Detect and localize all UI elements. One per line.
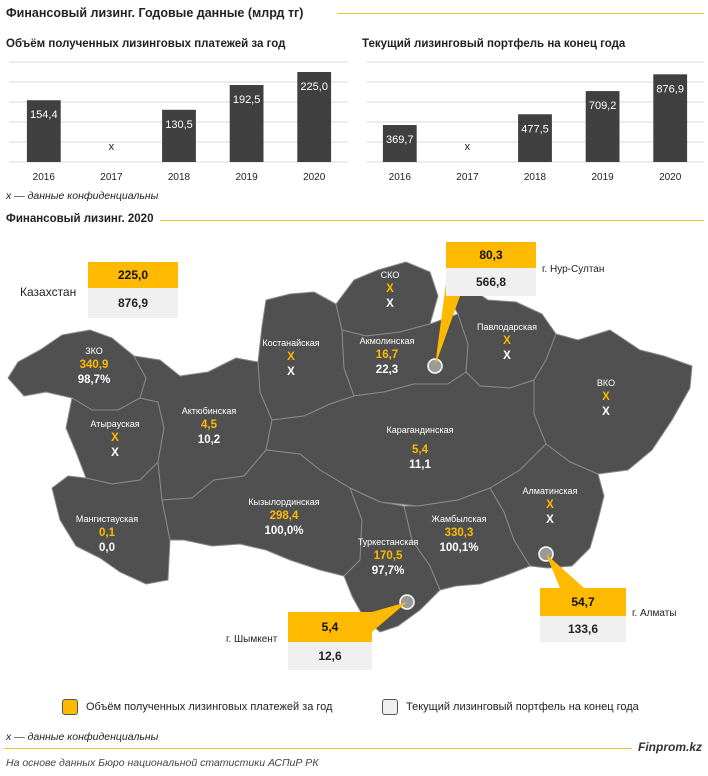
payments-tick-label-2017: 2017 [100,172,123,183]
payments-bar-2019 [229,85,264,162]
source-note: На основе данных Бюро национальной стати… [6,757,319,769]
region-zhambyl [403,487,531,591]
region-label-mangistau: Мангистауская 0,1 0,0 [75,514,139,554]
portfolio-bar-2019 [585,91,620,162]
payments-value-label-2016: 154,4 [30,109,58,121]
legend-portfolio-swatch [382,699,398,715]
portfolio-bar-2018 [518,114,552,162]
region-label-aktobe: Актюбинская 4,5 10,2 [181,406,237,446]
portfolio-value-label-2018: 477,5 [521,123,549,135]
region-label-akmola: Акмолинская 16,7 22,3 [359,336,415,376]
region-label-almaty: Алматинская X X [522,486,578,526]
almaty-label: г. Алматы [632,608,677,619]
region-label-vko: ВКО X X [596,378,616,418]
nursultan-label: г. Нур-Султан [542,264,605,275]
confidential-note-bottom: x — данные конфиденциальны [6,731,159,743]
payments-bar-2016 [26,100,61,162]
almaty-payments-box: 54,7 [540,588,626,616]
kz-portfolio-box: 876,9 [88,288,178,318]
region-label-kostanay: Костанайская X X [262,338,320,378]
nursultan-payments-box: 80,3 [446,242,536,268]
payments-bar-chart: 154,4 2016 x 2017 130,5 2018 192,5 2019 225,0 202… [10,61,348,183]
region-label-kyzylorda: Кызылординская 298,4 100,0% [248,497,320,537]
payments-bar-2018 [162,109,196,162]
payments-bar-2020 [297,72,332,162]
payments-tick-label-2019: 2019 [235,172,258,183]
nursultan-portfolio-box: 566,8 [446,268,536,296]
almaty-portfolio-box: 133,6 [540,616,626,642]
portfolio-value-label-2016: 369,7 [386,134,414,146]
region-label-karaganda: Карагандинская 5,4 11,1 [386,425,454,471]
portfolio-bar-2016 [382,125,417,162]
shymkent-pointer [372,602,407,632]
region-label-sko: СКО X X [380,270,400,310]
portfolio-tick-label-2017: 2017 [456,172,479,183]
portfolio-value-label-2019: 709,2 [589,100,617,112]
legend-portfolio-label: Текущий лизинговый портфель на конец год… [406,701,639,713]
payments-tick-label-2018: 2018 [168,172,191,183]
payments-tick-label-2020: 2020 [303,172,326,183]
region-label-turkestan: Туркестанская 170,5 97,7% [357,537,419,577]
payments-value-label-2020: 225,0 [300,81,328,93]
shymkent-portfolio-box: 12,6 [288,642,372,670]
kz-label: Казахстан [20,285,77,299]
portfolio-value-label-2020: 876,9 [656,83,684,95]
portfolio-bar-chart: 369,7 2016 x 2017 477,5 2018 709,2 2019 876,9 202… [366,61,704,183]
payments-tick-label-2016: 2016 [33,172,56,183]
payments-value-label-2018: 130,5 [165,119,193,131]
footer-rule [4,748,632,749]
region-label-atyrau: Атырауская X X [90,419,140,459]
region-label-zhambyl: Жамбылская 330,3 100,1% [431,514,487,554]
title-rule [338,13,704,14]
portfolio-tick-label-2019: 2019 [591,172,614,183]
page-title: Финансовый лизинг. Годовые данные (млрд … [6,6,304,20]
confidential-note-top: x — данные конфиденциальны [6,190,159,202]
portfolio-bar-2020 [653,74,688,162]
payments-value-label-2017: x [109,141,115,153]
legend-payments-label: Объём полученных лизинговых платежей за … [86,701,333,713]
legend-payments-swatch [62,699,78,715]
shymkent-payments-box: 5,4 [288,612,372,642]
almaty-pointer [546,554,584,588]
chart1-title: Объём полученных лизинговых платежей за … [6,38,286,50]
kz-payments-box: 225,0 [88,262,178,288]
shymkent-label: г. Шымкент [226,634,278,645]
map-title: Финансовый лизинг. 2020 [6,213,154,225]
portfolio-value-label-2017: x [465,141,471,153]
region-almaty [489,443,605,569]
map-title-rule [160,220,704,221]
brand-logo: Finprom.kz [638,740,703,754]
chart2-title: Текущий лизинговый портфель на конец год… [362,38,626,50]
payments-value-label-2019: 192,5 [233,94,261,106]
portfolio-tick-label-2020: 2020 [659,172,682,183]
region-label-pavlodar: Павлодарская X X [477,322,537,362]
portfolio-tick-label-2016: 2016 [389,172,412,183]
portfolio-tick-label-2018: 2018 [524,172,547,183]
region-label-zko: ЗКО 340,9 98,7% [77,346,111,386]
